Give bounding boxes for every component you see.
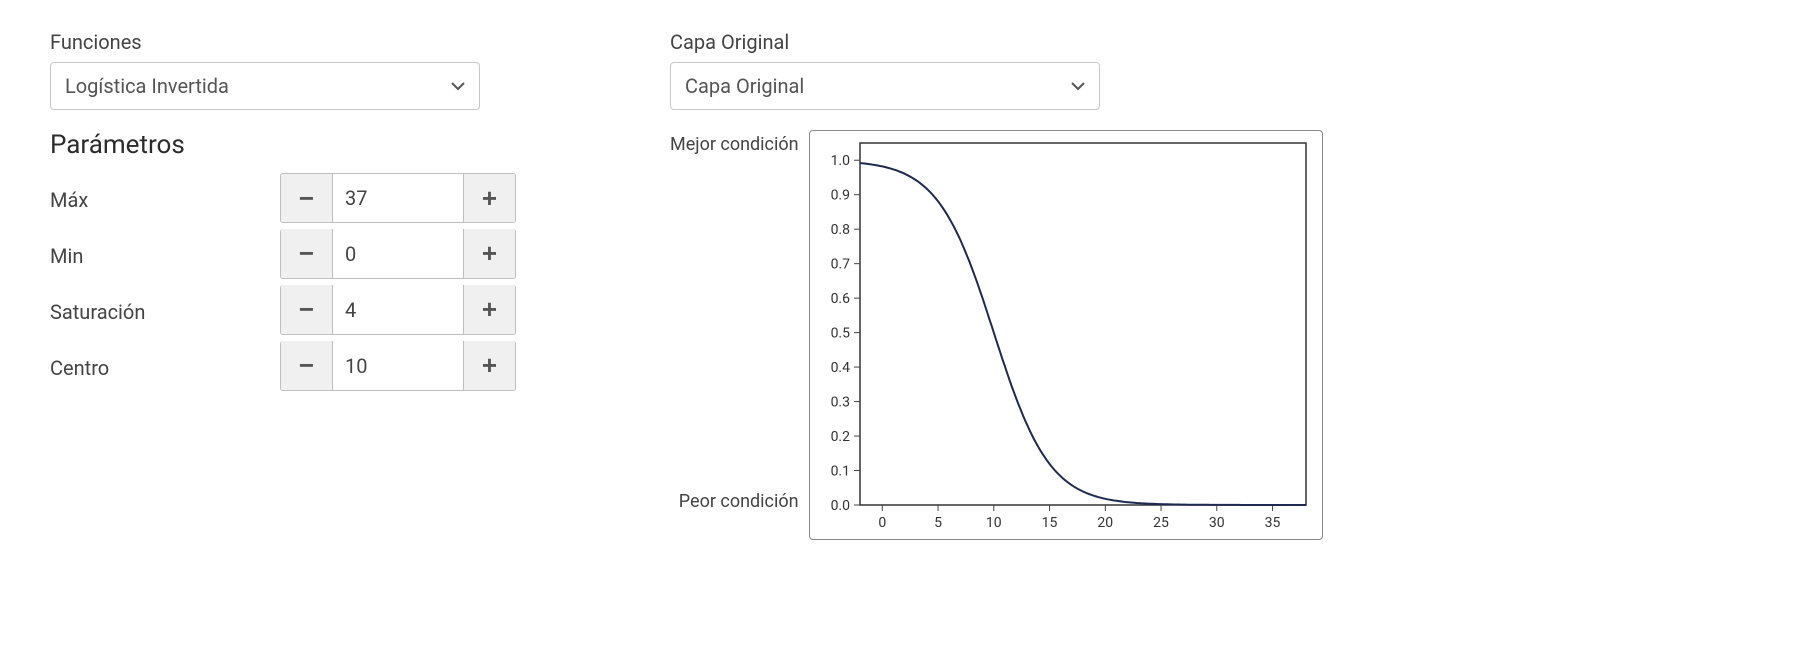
stepper-minus-button[interactable]: − xyxy=(281,174,333,222)
stepper-minus-button[interactable]: − xyxy=(281,285,333,334)
svg-text:25: 25 xyxy=(1153,515,1169,531)
svg-text:15: 15 xyxy=(1041,515,1057,531)
svg-text:35: 35 xyxy=(1264,515,1280,531)
param-stepper: −4+ xyxy=(280,285,516,335)
stepper-minus-button[interactable]: − xyxy=(281,341,333,390)
stepper-value[interactable]: 10 xyxy=(333,341,463,390)
param-stepper: −10+ xyxy=(280,341,516,391)
param-row: Centro−10+ xyxy=(50,338,550,394)
param-label: Centro xyxy=(50,352,280,380)
y-bottom-label: Peor condición xyxy=(679,491,799,512)
param-label: Min xyxy=(50,240,280,268)
chevron-down-icon xyxy=(451,81,465,91)
svg-text:1.0: 1.0 xyxy=(830,153,850,169)
stepper-value[interactable]: 37 xyxy=(333,174,463,222)
svg-text:0.9: 0.9 xyxy=(830,188,849,204)
param-row: Min−0+ xyxy=(50,226,550,282)
functions-select[interactable]: Logística Invertida xyxy=(50,62,480,110)
svg-text:0.0: 0.0 xyxy=(830,498,850,514)
params-heading: Parámetros xyxy=(50,130,550,160)
right-panel: Capa Original Capa Original Mejor condic… xyxy=(670,30,1752,540)
stepper-plus-button[interactable]: + xyxy=(463,285,515,334)
svg-text:0.1: 0.1 xyxy=(830,464,849,480)
stepper-minus-button[interactable]: − xyxy=(281,229,333,278)
param-label: Saturación xyxy=(50,296,280,324)
chart-svg: 0.0 0.1 0.2 0.3 0.4 0.5 0.6 0.7 0.8 0.9 1.0 0 5 10 15 2… xyxy=(816,135,1316,535)
params-rows: Máx−37+Min−0+Saturación−4+Centro−10+ xyxy=(50,170,550,394)
y-extent-labels: Mejor condición Peor condición xyxy=(670,130,809,540)
svg-text:30: 30 xyxy=(1208,515,1224,531)
chevron-down-icon xyxy=(1071,81,1085,91)
svg-text:10: 10 xyxy=(985,515,1001,531)
svg-text:0.8: 0.8 xyxy=(830,222,850,238)
svg-text:0.3: 0.3 xyxy=(830,395,849,411)
chart-wrap: Mejor condición Peor condición 0.0 0.1 0.2… xyxy=(670,130,1752,540)
svg-text:0.7: 0.7 xyxy=(830,257,850,273)
layer-select-value: Capa Original xyxy=(685,74,804,98)
layer-select[interactable]: Capa Original xyxy=(670,62,1100,110)
stepper-value[interactable]: 4 xyxy=(333,285,463,334)
param-label: Máx xyxy=(50,184,280,212)
left-panel: Funciones Logística Invertida Parámetros… xyxy=(50,30,550,394)
svg-text:0.4: 0.4 xyxy=(830,360,850,376)
param-stepper: −37+ xyxy=(280,173,516,223)
param-row: Saturación−4+ xyxy=(50,282,550,338)
param-stepper: −0+ xyxy=(280,229,516,279)
svg-text:0.6: 0.6 xyxy=(830,291,850,307)
svg-text:0.2: 0.2 xyxy=(830,429,850,445)
chart-box: 0.0 0.1 0.2 0.3 0.4 0.5 0.6 0.7 0.8 0.9 1.0 0 5 10 15 2… xyxy=(809,130,1323,540)
svg-text:0: 0 xyxy=(878,515,886,531)
svg-text:5: 5 xyxy=(934,515,942,531)
functions-select-value: Logística Invertida xyxy=(65,74,229,98)
stepper-plus-button[interactable]: + xyxy=(463,229,515,278)
layer-label: Capa Original xyxy=(670,30,1752,54)
stepper-plus-button[interactable]: + xyxy=(463,174,515,222)
param-row: Máx−37+ xyxy=(50,170,550,226)
svg-text:0.5: 0.5 xyxy=(830,326,850,342)
svg-text:20: 20 xyxy=(1097,515,1113,531)
y-top-label: Mejor condición xyxy=(670,134,799,155)
stepper-value[interactable]: 0 xyxy=(333,229,463,278)
stepper-plus-button[interactable]: + xyxy=(463,341,515,390)
functions-label: Funciones xyxy=(50,30,550,54)
